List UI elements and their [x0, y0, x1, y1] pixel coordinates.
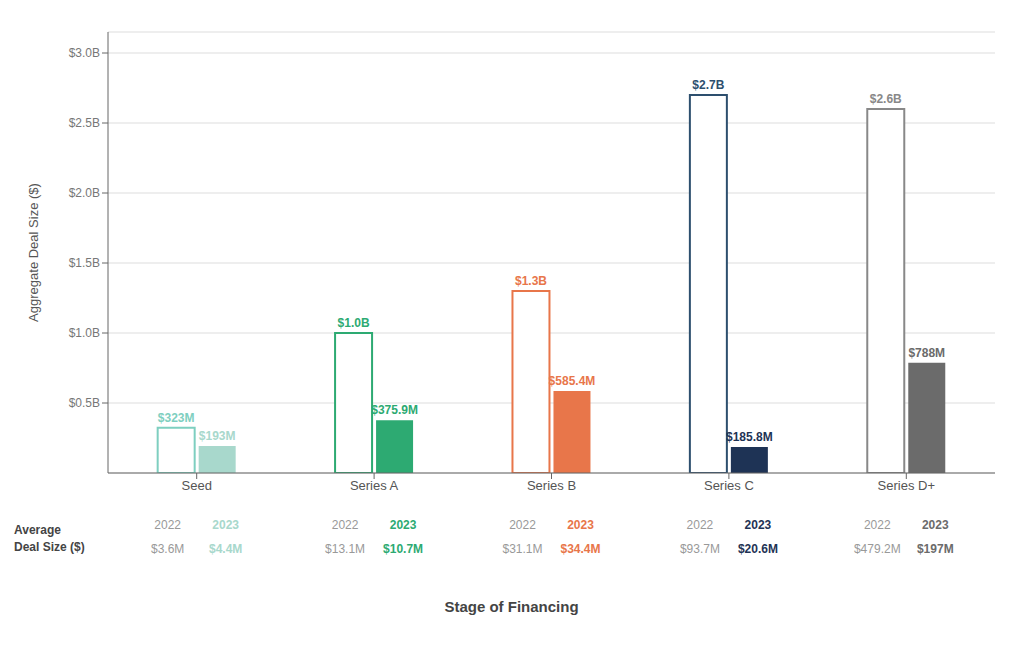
html-text:2023: 2023: [744, 518, 772, 532]
html-text:2022: 2022: [154, 518, 181, 532]
svg-text:Series A: Series A: [350, 478, 399, 493]
html-text:2022: 2022: [863, 518, 891, 532]
svg-text:$375.9M: $375.9M: [371, 403, 418, 417]
svg-text:$2.5B: $2.5B: [69, 116, 100, 130]
html-text:Average Deal Size ($): Average Deal Size ($): [14, 523, 85, 554]
svg-text:Aggregate Deal Size ($): Aggregate Deal Size ($): [26, 183, 41, 322]
html-text:Stage of Financing: Stage of Financing: [444, 598, 579, 615]
html-text:$479.2M: $479.2M: [853, 542, 901, 556]
html-text:2022: 2022: [331, 518, 359, 532]
html-text:$13.1M: $13.1M: [325, 542, 366, 556]
svg-text:$2.7B: $2.7B: [692, 78, 724, 92]
html-text:$34.4M: $34.4M: [560, 542, 601, 556]
svg-text:$2.6B: $2.6B: [870, 92, 902, 106]
svg-text:$2.0B: $2.0B: [69, 186, 100, 200]
svg-text:Seed: Seed: [182, 478, 212, 493]
svg-text:Series B: Series B: [527, 478, 576, 493]
svg-text:$0.5B: $0.5B: [69, 396, 100, 410]
html-text:$197M: $197M: [916, 542, 954, 556]
html-text:$10.7M: $10.7M: [383, 542, 424, 556]
svg-text:$323M: $323M: [158, 411, 195, 425]
svg-text:$788M: $788M: [908, 346, 945, 360]
html-text:$4.4M: $4.4M: [209, 542, 243, 556]
html-text:$20.6M: $20.6M: [737, 542, 778, 556]
svg-text:$1.3B: $1.3B: [515, 274, 547, 288]
html-text:2022: 2022: [509, 518, 536, 532]
html-text:$3.6M: $3.6M: [151, 542, 185, 556]
html-text:2023: 2023: [389, 518, 417, 532]
svg-text:$1.5B: $1.5B: [69, 256, 100, 270]
html-text:2023: 2023: [921, 518, 949, 532]
svg-text:Series D+: Series D+: [878, 478, 935, 493]
html-text:2023: 2023: [567, 518, 594, 532]
svg-text:$185.8M: $185.8M: [726, 430, 773, 444]
svg-text:Series C: Series C: [704, 478, 754, 493]
html-text:$31.1M: $31.1M: [502, 542, 543, 556]
svg-text:$1.0B: $1.0B: [338, 316, 370, 330]
svg-text:$3.0B: $3.0B: [69, 46, 100, 60]
html-text:$93.7M: $93.7M: [679, 542, 720, 556]
html-text:2023: 2023: [212, 518, 239, 532]
svg-text:$585.4M: $585.4M: [549, 374, 596, 388]
html-text:2022: 2022: [686, 518, 714, 532]
svg-text:$193M: $193M: [199, 429, 236, 443]
svg-text:$1.0B: $1.0B: [69, 326, 100, 340]
